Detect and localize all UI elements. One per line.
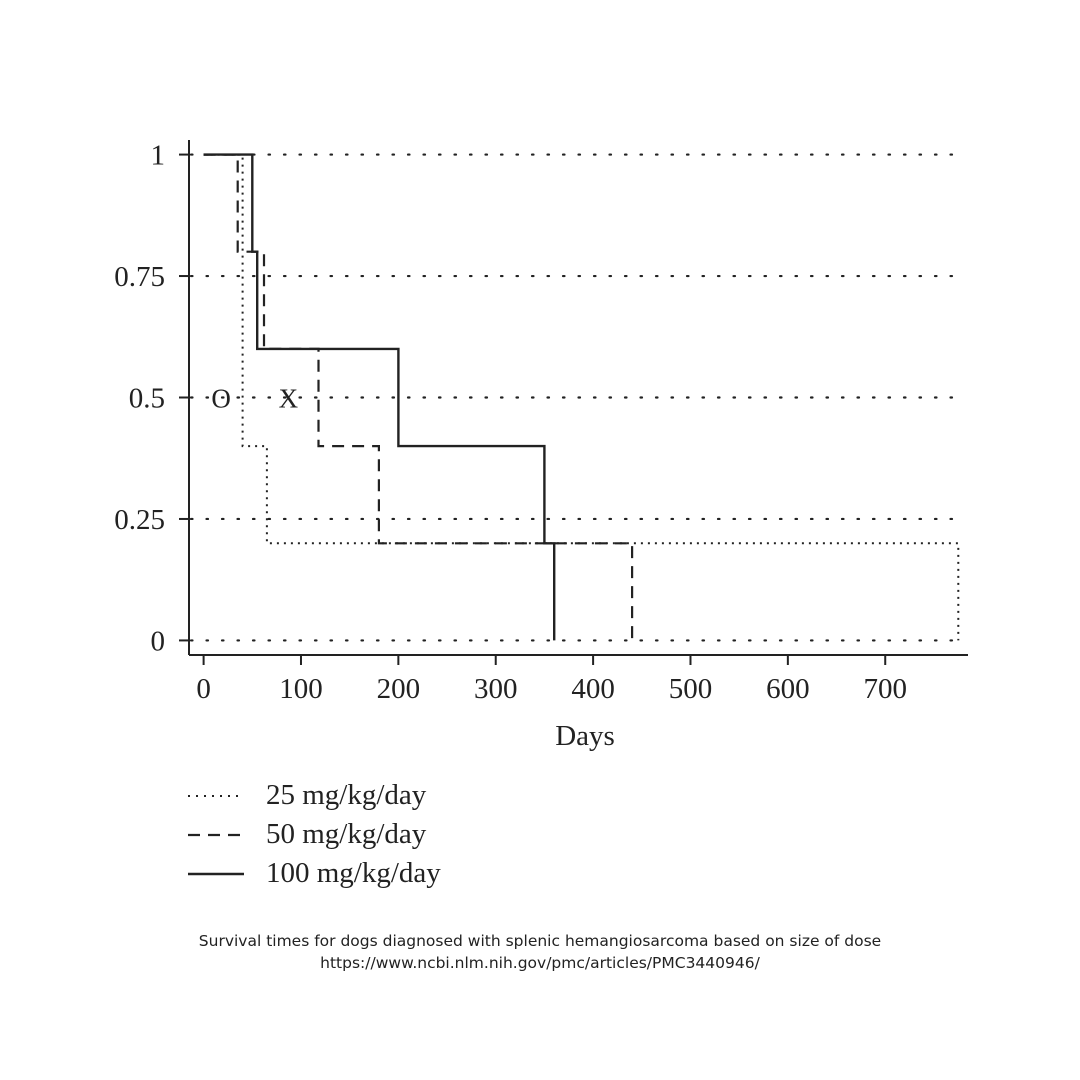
x-tick-label-6: 600 <box>766 673 810 705</box>
x-tick-label-4: 400 <box>571 673 615 705</box>
series-line-solid <box>203 153 556 641</box>
legend-swatch-dashed <box>188 833 244 836</box>
y-tick-label-3: 0.75 <box>114 261 165 293</box>
legend-label-50: 50 mg/kg/day <box>266 818 427 850</box>
x-axis-title: Days <box>555 720 615 752</box>
x-tick-label-7: 700 <box>863 673 907 705</box>
x-tick-label-2: 200 <box>377 673 421 705</box>
legend-swatch-dotted <box>188 794 244 797</box>
legend-label-25: 25 mg/kg/day <box>266 779 427 811</box>
annotation-o: O <box>211 384 231 414</box>
y-tick-label-2: 0.5 <box>129 383 165 415</box>
legend-item-100: 100 mg/kg/day <box>186 854 441 893</box>
legend: 25 mg/kg/day 50 mg/kg/day 100 mg/kg/day <box>186 776 441 893</box>
y-tick-label-1: 0.25 <box>114 504 165 536</box>
y-tick-label-4: 1 <box>151 140 166 172</box>
legend-label-100: 100 mg/kg/day <box>266 857 441 889</box>
x-tick-label-5: 500 <box>669 673 713 705</box>
gridlines <box>189 153 962 642</box>
x-tick-label-0: 0 <box>196 673 211 705</box>
axes <box>179 140 968 665</box>
legend-item-50: 50 mg/kg/day <box>186 815 441 854</box>
caption-text: Survival times for dogs diagnosed with s… <box>198 932 882 950</box>
caption-url: https://www.ncbi.nlm.nih.gov/pmc/article… <box>320 954 760 972</box>
legend-swatch-solid <box>188 872 244 875</box>
annotation-x: X <box>279 384 299 414</box>
x-tick-label-3: 300 <box>474 673 518 705</box>
series-lines <box>203 153 960 641</box>
legend-item-25: 25 mg/kg/day <box>186 776 441 815</box>
tick-labels: 0 0.25 0.5 0.75 1 0 100 200 300 400 500 600 700 <box>114 140 907 705</box>
y-tick-label-0: 0 <box>151 625 166 657</box>
figure-caption: Survival times for dogs diagnosed with s… <box>0 930 1080 974</box>
x-tick-label-1: 100 <box>279 673 323 705</box>
